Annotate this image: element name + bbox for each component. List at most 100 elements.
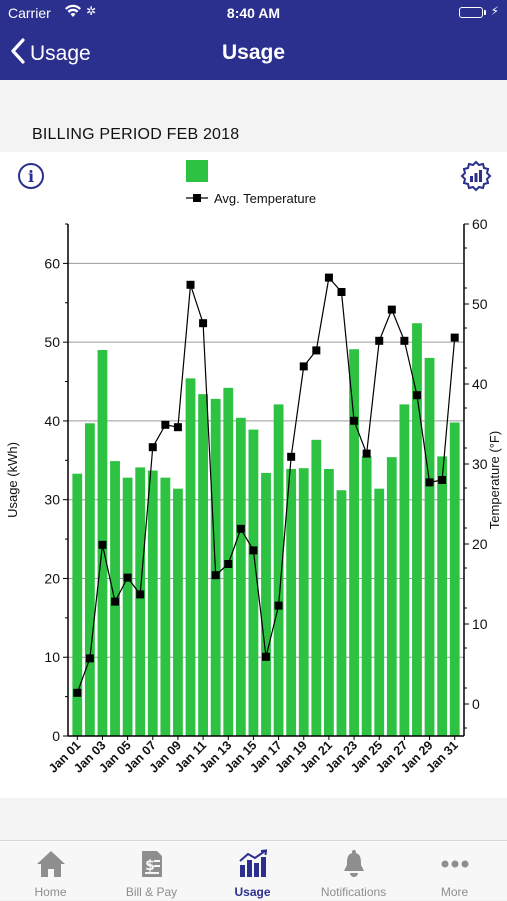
temperature-point [375, 336, 384, 345]
tab-more[interactable]: More [404, 841, 505, 901]
temperature-point [337, 288, 346, 296]
info-button[interactable]: i [18, 163, 44, 189]
bill-icon: $ [139, 849, 165, 884]
clock: 8:40 AM [226, 5, 281, 21]
temperature-point [186, 280, 195, 289]
left-tick-label: 40 [44, 413, 60, 429]
usage-bar [399, 404, 410, 736]
temperature-point [85, 654, 94, 663]
billing-period-header: BILLING PERIOD FEB 2018 [0, 80, 507, 152]
temperature-point [350, 416, 359, 425]
temperature-point [161, 420, 170, 429]
right-tick-label: 20 [472, 536, 488, 552]
gear-chart-icon [460, 160, 492, 192]
temperature-point [387, 305, 396, 314]
spacer [0, 798, 507, 840]
temperature-point [412, 391, 421, 400]
temperature-point [199, 319, 208, 328]
right-tick-label: 60 [472, 216, 488, 232]
billing-period-label: BILLING PERIOD FEB 2018 [32, 126, 240, 143]
left-axis-label: Usage (kWh) [5, 442, 20, 518]
temperature-point [136, 590, 145, 599]
tab-usage-label: Usage [234, 885, 271, 899]
usage-bar [412, 323, 422, 736]
usage-bar [185, 378, 196, 736]
back-button[interactable]: Usage [10, 38, 91, 70]
temperature-point [123, 573, 132, 582]
navigation-bar: Usage Usage [0, 28, 507, 80]
usage-bar [198, 394, 209, 736]
right-tick-label: 40 [472, 376, 488, 392]
temperature-point [362, 449, 371, 458]
temperature-point [236, 524, 245, 533]
tab-bill-pay[interactable]: $ Bill & Pay [101, 841, 202, 901]
tab-usage[interactable]: Usage [202, 841, 303, 901]
usage-bar [122, 477, 133, 736]
left-tick-label: 60 [44, 255, 60, 271]
legend-line-marker [193, 194, 201, 202]
tab-notifications[interactable]: Notifications [303, 841, 404, 901]
info-icon: i [27, 166, 35, 186]
legend-temperature-label: Avg. Temperature [214, 191, 316, 206]
bell-icon [340, 849, 368, 884]
more-dots-icon [439, 849, 471, 884]
usage-bar [248, 429, 259, 736]
usage-bar [72, 473, 83, 736]
temperature-point [173, 423, 182, 432]
usage-bar [386, 457, 397, 736]
temperature-point [400, 336, 409, 345]
temperature-point [438, 476, 447, 484]
usage-bar [286, 468, 297, 736]
right-tick-label: 0 [472, 696, 480, 712]
right-tick-label: 10 [472, 616, 488, 632]
temperature-point [73, 688, 82, 697]
usage-bar [424, 357, 435, 736]
tab-notifications-label: Notifications [320, 885, 387, 899]
temperature-point [312, 346, 321, 355]
tab-home[interactable]: Home [0, 841, 101, 901]
tab-home-label: Home [34, 885, 67, 899]
usage-bar [135, 467, 146, 736]
temperature-point [224, 560, 233, 568]
chart-settings-button[interactable] [460, 160, 492, 192]
left-tick-label: 50 [44, 334, 60, 350]
chevron-left-icon [10, 38, 26, 70]
left-tick-label: 30 [44, 492, 60, 508]
temperature-point [148, 443, 157, 452]
usage-bar [349, 349, 359, 736]
temperature-point [425, 478, 434, 487]
usage-bar [173, 488, 183, 736]
right-tick-label: 30 [472, 456, 488, 472]
usage-bar [84, 423, 95, 736]
usage-bar [449, 422, 460, 736]
tab-more-label: More [440, 885, 469, 899]
temperature-point [274, 601, 283, 610]
usage-bar [235, 417, 246, 736]
temperature-point [262, 652, 270, 661]
carrier-label: Carrier [8, 5, 51, 21]
usage-chart-icon [237, 849, 269, 884]
activity-spinner-icon: ✲ [86, 4, 97, 18]
usage-bar [160, 477, 171, 736]
temperature-point [249, 546, 258, 555]
usage-bar [298, 468, 309, 736]
temperature-point [98, 540, 107, 549]
temperature-point [450, 333, 459, 342]
usage-temperature-chart: 0 10 20 30 40 50 60 0 10 20 30 40 50 60 Usage (kWh) Tem… [5, 160, 502, 776]
tab-bar: Home $ Bill & Pay Usage Notifications Mo… [0, 840, 507, 900]
legend-bar-swatch [186, 160, 208, 182]
left-tick-label: 10 [44, 649, 60, 665]
usage-bar [311, 439, 322, 736]
tab-bill-pay-label: Bill & Pay [125, 885, 178, 899]
temperature-point [211, 571, 220, 580]
left-tick-label: 0 [52, 728, 60, 744]
charging-icon: ⚡ [490, 4, 499, 18]
usage-bar [374, 488, 385, 736]
back-button-label: Usage [30, 42, 91, 65]
usage-bar [323, 468, 334, 736]
right-tick-label: 50 [472, 296, 488, 312]
left-tick-label: 20 [44, 570, 60, 586]
battery-icon [459, 7, 486, 18]
usage-bar [437, 456, 448, 736]
usage-bar [336, 490, 347, 736]
